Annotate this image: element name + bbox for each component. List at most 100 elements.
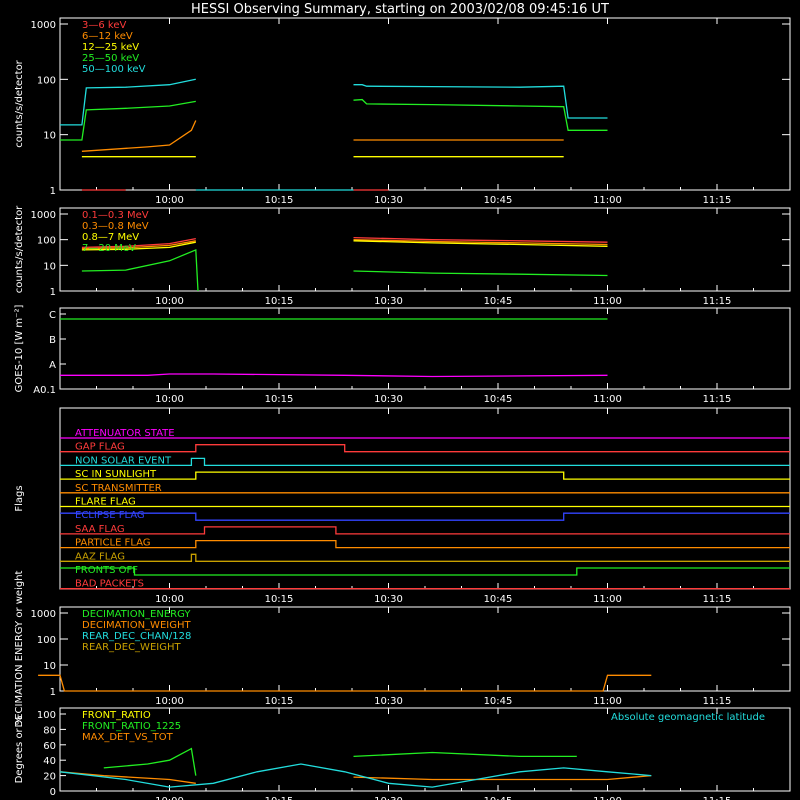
flag-label-3: NON SOLAR EVENT: [75, 455, 172, 466]
flag-label-8: SAA FLAG: [75, 524, 125, 535]
y-axis-label: GOES-10 [W m⁻²]: [14, 305, 25, 393]
x-tick-label: 10:45: [484, 394, 513, 405]
y-tick-label: 80: [43, 725, 56, 736]
series-line-6-4: [59, 763, 652, 788]
x-tick-label: 11:00: [593, 296, 622, 307]
y-tick-label: 100: [37, 710, 56, 721]
series-line-1-4: [353, 98, 608, 131]
series-line-2-1: [353, 236, 608, 243]
legend-entry-2-4: 7—20 MeV: [82, 243, 136, 254]
x-tick-label: 10:00: [155, 296, 184, 307]
y-tick-label: 1000: [31, 210, 56, 221]
flag-line-8: [60, 526, 790, 535]
y-tick-label: 100: [37, 75, 56, 86]
flag-label-11: FRONTS OFF: [75, 565, 138, 576]
x-tick-label: 11:00: [593, 594, 622, 605]
y-tick-label: B: [49, 335, 56, 346]
y-tick-label: A0.1: [33, 385, 56, 396]
x-tick-label: 10:15: [265, 195, 294, 206]
series-line-2-4: [81, 248, 199, 292]
legend-entry-1-2: 6—12 keV: [82, 31, 133, 42]
panel-frame-2: [59, 207, 791, 292]
y-tick-label: 100: [37, 236, 56, 247]
series-line-2-2: [353, 239, 608, 246]
x-tick-label: 10:45: [484, 696, 513, 707]
series-line-2-1: [81, 237, 196, 249]
flag-line-7: [60, 512, 790, 521]
series-line-6-3: [353, 774, 652, 781]
x-tick-label: 10:00: [155, 594, 184, 605]
x-tick-label: 11:15: [703, 594, 732, 605]
y-tick-label: A: [49, 360, 56, 371]
series-line-1-2: [81, 120, 197, 152]
series-line-1-4: [60, 100, 196, 141]
x-tick-label: 10:30: [374, 696, 403, 707]
series-line-1-5: [353, 84, 608, 119]
flag-line-3: [60, 457, 790, 467]
y-tick-label: 100: [37, 635, 56, 646]
series-line-6-2: [103, 747, 197, 776]
y-tick-label: 40: [43, 756, 56, 767]
series-line-2-4: [353, 270, 608, 277]
y-axis-label: Flags: [14, 485, 25, 511]
legend-entry-6-2: FRONT_RATIO_1225: [82, 721, 181, 732]
legend-entry-1-5: 50—100 keV: [82, 64, 146, 75]
flag-line-2: [60, 444, 790, 453]
y-tick-label: 0: [50, 787, 56, 798]
flag-line-9: [60, 539, 790, 549]
x-tick-label: 10:15: [265, 796, 294, 800]
flag-line-11: [60, 567, 790, 576]
y-tick-label: 1: [50, 687, 56, 698]
x-tick-label: 10:30: [374, 796, 403, 800]
series-line-2-2: [81, 240, 196, 250]
flag-label-10: AAZ FLAG: [75, 551, 125, 562]
y-tick-label: 1000: [31, 20, 56, 31]
x-tick-label: 10:00: [155, 696, 184, 707]
x-tick-label: 10:45: [484, 296, 513, 307]
x-tick-label: 10:45: [484, 594, 513, 605]
flag-label-2: GAP FLAG: [75, 442, 125, 453]
x-tick-label: 10:30: [374, 296, 403, 307]
x-tick-label: 11:15: [703, 696, 732, 707]
series-line-1-5: [60, 78, 196, 126]
x-tick-label: 11:15: [703, 796, 732, 800]
y-tick-label: 1000: [31, 609, 56, 620]
legend-entry-1-1: 3—6 keV: [82, 20, 126, 31]
x-tick-label: 10:00: [155, 796, 184, 800]
y-tick-label: 1: [50, 287, 56, 298]
y-axis-label: counts/s/detector: [14, 205, 25, 293]
y-tick-label: C: [49, 310, 56, 321]
flag-label-7: ECLIPSE FLAG: [75, 510, 145, 521]
x-tick-label: 10:30: [374, 394, 403, 405]
legend-entry-1-3: 12—25 keV: [82, 42, 139, 53]
series-line-5-2: [38, 674, 652, 692]
legend-entry-6-1: FRONT_RATIO: [82, 710, 151, 721]
legend-entry-5-3: REAR_DEC_CHAN/128: [82, 631, 191, 642]
x-tick-label: 11:00: [593, 796, 622, 800]
flag-label-1: ATTENUATOR STATE: [75, 428, 175, 439]
flag-line-10: [60, 553, 790, 562]
x-tick-label: 10:45: [484, 195, 513, 206]
legend-entry-5-1: DECIMATION_ENERGY: [82, 609, 191, 620]
x-tick-label: 11:00: [593, 696, 622, 707]
x-tick-label: 11:15: [703, 296, 732, 307]
x-tick-label: 10:15: [265, 296, 294, 307]
series-line-2-3: [353, 240, 608, 247]
x-tick-label: 11:00: [593, 195, 622, 206]
y-tick-label: 1: [50, 186, 56, 197]
y-axis-label: DECIMATION ENERGY or weight: [14, 570, 25, 727]
x-tick-label: 10:30: [374, 594, 403, 605]
legend-entry-5-4: REAR_DEC_WEIGHT: [82, 642, 181, 653]
y-tick-label: 10: [43, 261, 56, 272]
y-tick-label: 10: [43, 131, 56, 142]
flag-label-12: BAD PACKETS: [75, 579, 144, 590]
y-tick-label: 20: [43, 772, 56, 783]
x-tick-label: 11:00: [593, 394, 622, 405]
annotation-geomagnetic: Absolute geomagnetic latitude: [611, 712, 765, 723]
x-tick-label: 11:15: [703, 394, 732, 405]
x-tick-label: 10:15: [265, 696, 294, 707]
flag-label-4: SC IN SUNLIGHT: [75, 469, 157, 480]
x-tick-label: 10:15: [265, 594, 294, 605]
series-line-6-2: [353, 751, 577, 758]
